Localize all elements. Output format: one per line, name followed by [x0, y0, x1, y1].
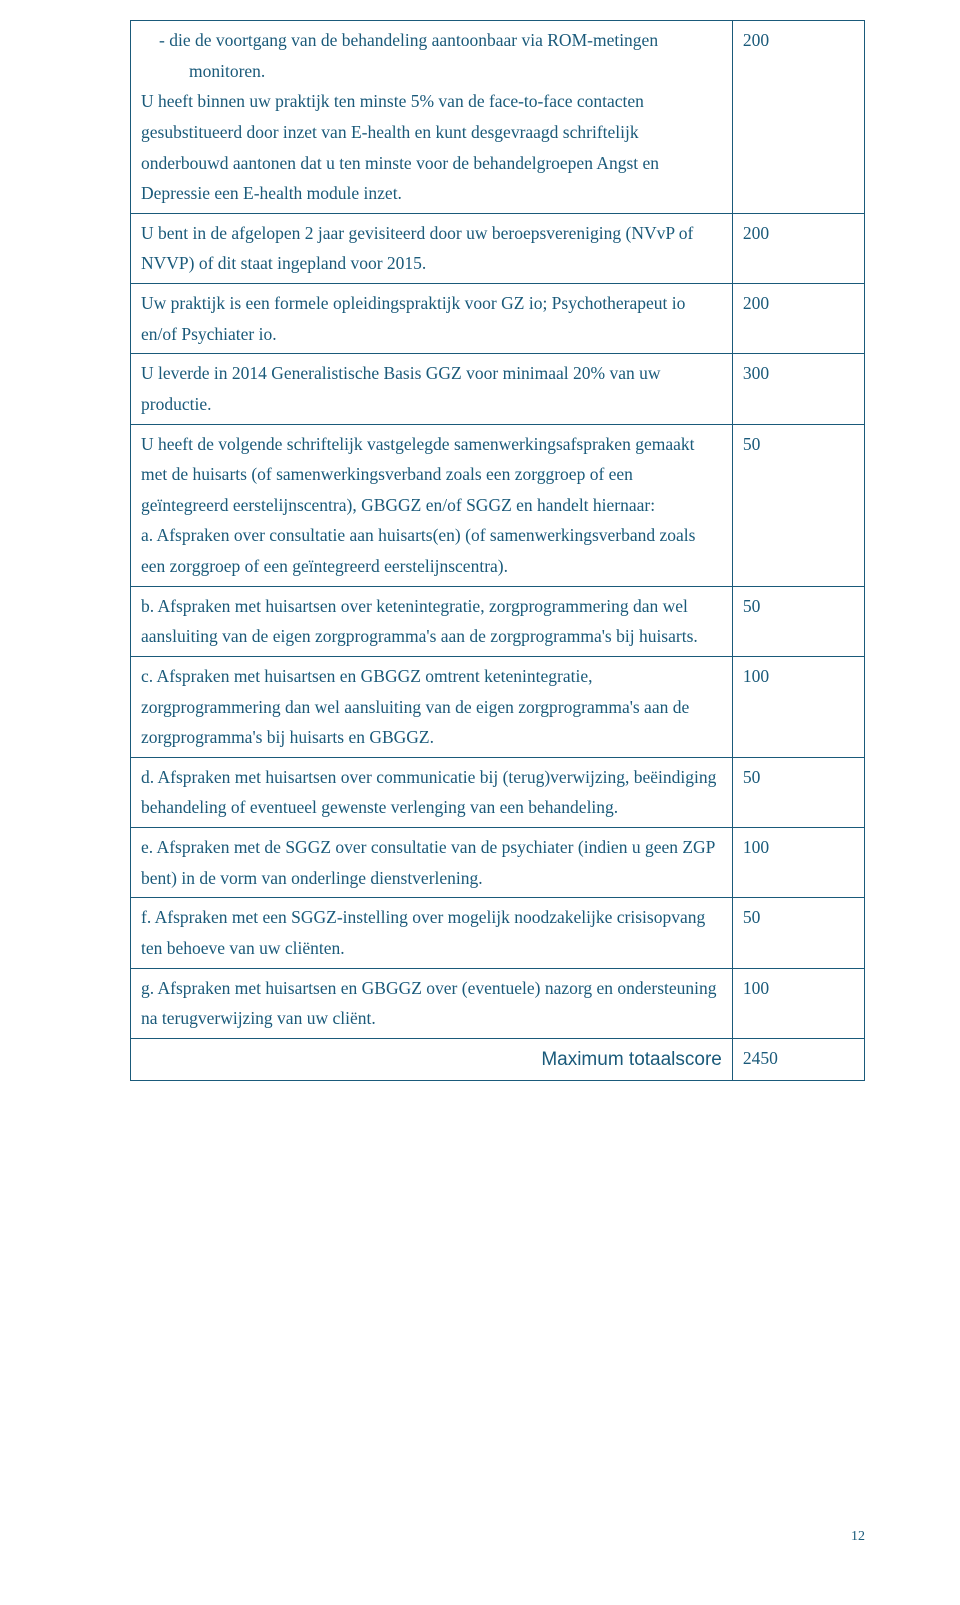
total-label-cell: Maximum totaalscore: [131, 1038, 733, 1080]
points-value: 200: [743, 223, 769, 243]
points-cell: 100: [732, 656, 864, 757]
total-label: Maximum totaalscore: [541, 1049, 722, 1070]
page-number: 12: [851, 1529, 865, 1545]
criteria-cell: U heeft de volgende schriftelijk vastgel…: [131, 424, 733, 586]
points-value: 100: [743, 837, 769, 857]
table-row: Uw praktijk is een formele opleidingspra…: [131, 284, 865, 354]
total-value: 2450: [743, 1048, 778, 1068]
points-cell: 50: [732, 757, 864, 827]
points-value: 200: [743, 30, 769, 50]
points-value: 200: [743, 293, 769, 313]
criteria-intro: U heeft de volgende schriftelijk vastgel…: [141, 429, 722, 521]
points-cell: 200: [732, 213, 864, 283]
criteria-text: U heeft binnen uw praktijk ten minste 5%…: [141, 86, 722, 209]
table-row: g. Afspraken met huisartsen en GBGGZ ove…: [131, 968, 865, 1038]
criteria-cell: U leverde in 2014 Generalistische Basis …: [131, 354, 733, 424]
points-value: 300: [743, 363, 769, 383]
criteria-text: U leverde in 2014 Generalistische Basis …: [141, 363, 661, 414]
criteria-cell: e. Afspraken met de SGGZ over consultati…: [131, 828, 733, 898]
bullet-item: - die de voortgang van de behandeling aa…: [141, 25, 722, 86]
points-value: 50: [743, 434, 761, 454]
criteria-text: d. Afspraken met huisartsen over communi…: [141, 762, 722, 823]
criteria-cell: f. Afspraken met een SGGZ-instelling ove…: [131, 898, 733, 968]
criteria-cell: g. Afspraken met huisartsen en GBGGZ ove…: [131, 968, 733, 1038]
table-row: U heeft de volgende schriftelijk vastgel…: [131, 424, 865, 586]
points-cell: 50: [732, 586, 864, 656]
points-value: 50: [743, 767, 761, 787]
total-value-cell: 2450: [732, 1038, 864, 1080]
points-cell: 200: [732, 21, 864, 214]
criteria-cell: c. Afspraken met huisartsen en GBGGZ omt…: [131, 656, 733, 757]
table-row: d. Afspraken met huisartsen over communi…: [131, 757, 865, 827]
document-page: - die de voortgang van de behandeling aa…: [0, 20, 960, 1565]
table-row: b. Afspraken met huisartsen over ketenin…: [131, 586, 865, 656]
points-value: 50: [743, 907, 761, 927]
points-cell: 100: [732, 968, 864, 1038]
points-cell: 50: [732, 424, 864, 586]
table-row: - die de voortgang van de behandeling aa…: [131, 21, 865, 214]
criteria-text: f. Afspraken met een SGGZ-instelling ove…: [141, 902, 722, 963]
criteria-cell: - die de voortgang van de behandeling aa…: [131, 21, 733, 214]
table-row: U bent in de afgelopen 2 jaar gevisiteer…: [131, 213, 865, 283]
total-row: Maximum totaalscore 2450: [131, 1038, 865, 1080]
criteria-text: U bent in de afgelopen 2 jaar gevisiteer…: [141, 223, 693, 274]
criteria-cell: Uw praktijk is een formele opleidingspra…: [131, 284, 733, 354]
points-cell: 200: [732, 284, 864, 354]
criteria-text: b. Afspraken met huisartsen over ketenin…: [141, 591, 722, 652]
table-row: f. Afspraken met een SGGZ-instelling ove…: [131, 898, 865, 968]
points-value: 100: [743, 666, 769, 686]
criteria-text: Uw praktijk is een formele opleidingspra…: [141, 293, 685, 344]
points-cell: 100: [732, 828, 864, 898]
criteria-text: e. Afspraken met de SGGZ over consultati…: [141, 832, 722, 893]
criteria-cell: b. Afspraken met huisartsen over ketenin…: [131, 586, 733, 656]
points-cell: 300: [732, 354, 864, 424]
points-value: 100: [743, 978, 769, 998]
points-value: 50: [743, 596, 761, 616]
criteria-cell: d. Afspraken met huisartsen over communi…: [131, 757, 733, 827]
criteria-cell: U bent in de afgelopen 2 jaar gevisiteer…: [131, 213, 733, 283]
criteria-text: c. Afspraken met huisartsen en GBGGZ omt…: [141, 661, 722, 753]
table-row: e. Afspraken met de SGGZ over consultati…: [131, 828, 865, 898]
points-cell: 50: [732, 898, 864, 968]
table-row: U leverde in 2014 Generalistische Basis …: [131, 354, 865, 424]
criteria-text: a. Afspraken over consultatie aan huisar…: [141, 520, 722, 581]
table-row: c. Afspraken met huisartsen en GBGGZ omt…: [131, 656, 865, 757]
criteria-text: g. Afspraken met huisartsen en GBGGZ ove…: [141, 973, 722, 1034]
criteria-table: - die de voortgang van de behandeling aa…: [130, 20, 865, 1081]
